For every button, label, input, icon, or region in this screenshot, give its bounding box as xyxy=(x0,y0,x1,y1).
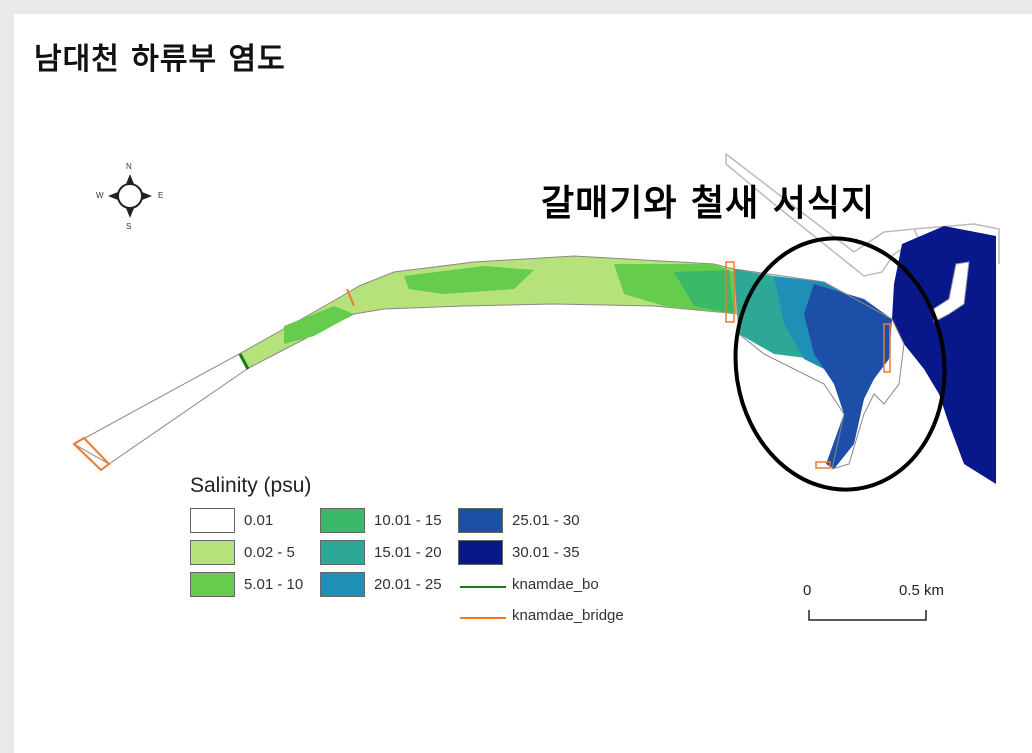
estuary-outline xyxy=(733,268,905,470)
patch-green-1 xyxy=(284,306,354,344)
legend-label-4: 15.01 - 20 xyxy=(374,544,442,561)
bridge-1 xyxy=(346,288,355,307)
salinity-map xyxy=(72,152,1000,621)
slide-title: 남대천 하류부 염도 xyxy=(34,42,286,77)
scale-start: 0 xyxy=(803,582,812,599)
slide: 남대천 하류부 염도 xyxy=(14,14,1032,753)
estuary-blue xyxy=(804,284,892,469)
legend-label-7: 30.01 - 35 xyxy=(512,544,580,561)
bridge-4 xyxy=(815,461,831,469)
legend-swatch-2 xyxy=(190,572,235,597)
compass-icon xyxy=(108,174,152,218)
legend-label-6: 25.01 - 30 xyxy=(512,512,580,529)
legend-line-bridge xyxy=(460,617,506,619)
habitat-callout: 갈매기와 철새 서식지 xyxy=(541,183,876,224)
habitat-ellipse xyxy=(733,236,947,492)
compass-s: S xyxy=(126,222,132,231)
legend-line-label-1: knamdae_bridge xyxy=(512,607,624,624)
legend-swatch-6 xyxy=(458,508,503,533)
scale-end: 0.5 km xyxy=(899,582,945,599)
legend-label-3: 10.01 - 15 xyxy=(374,512,442,529)
legend-line-bo xyxy=(460,586,506,588)
legend-swatch-3 xyxy=(320,508,365,533)
legend-label-5: 20.01 - 25 xyxy=(374,576,442,593)
patch-mid-1 xyxy=(674,270,734,314)
legend-label-2: 5.01 - 10 xyxy=(244,576,304,593)
coastline xyxy=(725,152,920,277)
bridge-2 xyxy=(725,261,735,323)
legend-title: Salinity (psu) xyxy=(190,474,312,497)
legend-line-label-0: knamdae_bo xyxy=(512,576,599,593)
legend-swatch-0 xyxy=(190,508,235,533)
legend-label-0: 0.01 xyxy=(244,512,274,529)
bridge-5 xyxy=(72,436,111,472)
jetty xyxy=(931,261,970,323)
compass-w: W xyxy=(96,191,104,200)
legend-swatch-4 xyxy=(320,540,365,565)
compass-e: E xyxy=(158,191,164,200)
legend-swatch-7 xyxy=(458,540,503,565)
legend-swatch-5 xyxy=(320,572,365,597)
knamdae-bo-line xyxy=(238,353,250,370)
river-upstream-white xyxy=(72,353,248,465)
legend-swatch-1 xyxy=(190,540,235,565)
patch-green-2 xyxy=(404,266,534,294)
legend-label-1: 0.02 - 5 xyxy=(244,544,295,561)
compass-n: N xyxy=(126,162,132,171)
bridge-3 xyxy=(883,323,891,373)
scale-bar xyxy=(808,610,927,621)
